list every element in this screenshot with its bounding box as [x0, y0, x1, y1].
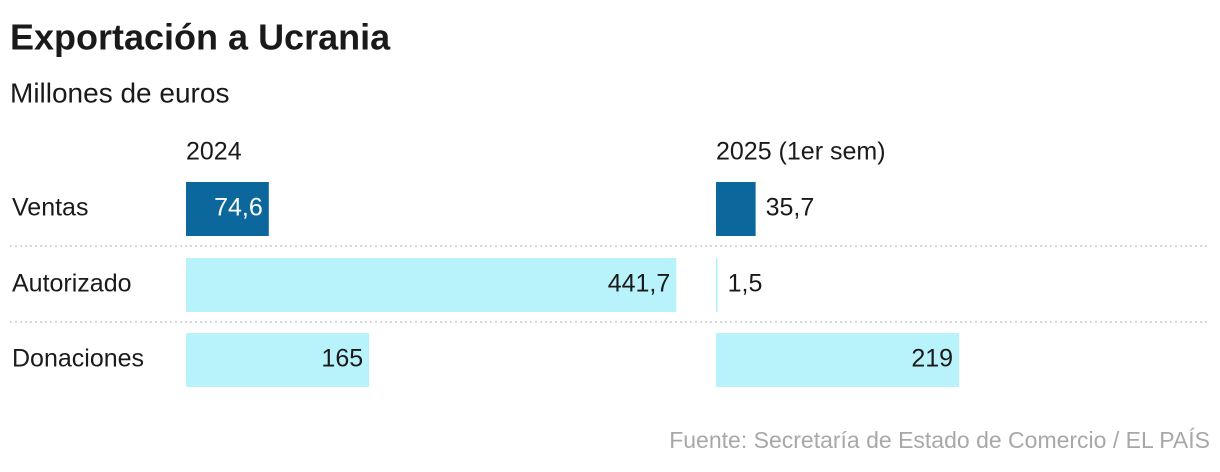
value-label: 441,7	[608, 270, 671, 298]
value-label: 35,7	[766, 194, 815, 222]
value-label: 1,5	[728, 270, 763, 298]
value-label: 219	[911, 345, 953, 373]
value-label: 165	[321, 345, 363, 373]
source-note: Fuente: Secretaría de Estado de Comercio…	[669, 427, 1210, 453]
category-label: Ventas	[12, 194, 88, 222]
legend-label: 2025 (1er sem)	[716, 138, 886, 166]
bar	[716, 258, 718, 312]
bar	[186, 258, 677, 312]
chart-subtitle: Millones de euros	[10, 77, 229, 108]
bar	[716, 333, 960, 387]
chart-title: Exportación a Ucrania	[10, 17, 391, 58]
bar	[186, 182, 269, 236]
category-label: Autorizado	[12, 270, 132, 298]
legend-label: 2024	[186, 138, 242, 166]
bar	[186, 333, 370, 387]
bar	[716, 182, 756, 236]
category-label: Donaciones	[12, 345, 144, 373]
value-label: 74,6	[214, 194, 263, 222]
